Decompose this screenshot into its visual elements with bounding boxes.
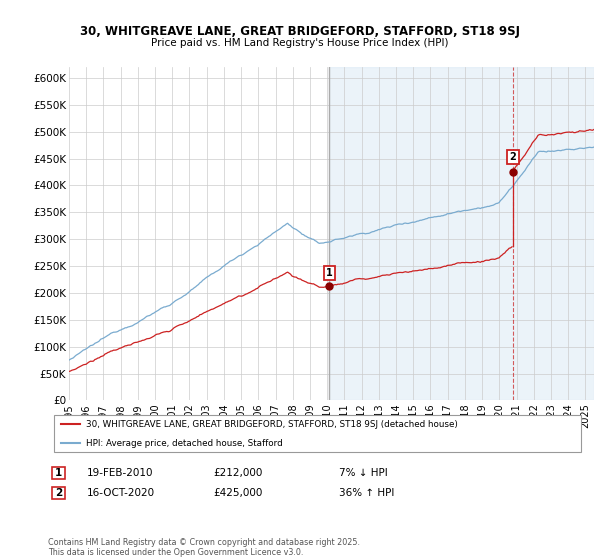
Text: Price paid vs. HM Land Registry's House Price Index (HPI): Price paid vs. HM Land Registry's House … bbox=[151, 38, 449, 48]
Text: £212,000: £212,000 bbox=[213, 468, 262, 478]
Text: 1: 1 bbox=[326, 268, 333, 278]
Text: Contains HM Land Registry data © Crown copyright and database right 2025.
This d: Contains HM Land Registry data © Crown c… bbox=[48, 538, 360, 557]
FancyBboxPatch shape bbox=[52, 487, 65, 499]
Text: HPI: Average price, detached house, Stafford: HPI: Average price, detached house, Staf… bbox=[86, 439, 283, 448]
Text: £425,000: £425,000 bbox=[213, 488, 262, 498]
Polygon shape bbox=[329, 67, 594, 400]
Text: 16-OCT-2020: 16-OCT-2020 bbox=[87, 488, 155, 498]
Text: 2: 2 bbox=[509, 152, 517, 162]
Text: 19-FEB-2010: 19-FEB-2010 bbox=[87, 468, 154, 478]
Text: 1: 1 bbox=[55, 468, 62, 478]
Text: 7% ↓ HPI: 7% ↓ HPI bbox=[339, 468, 388, 478]
FancyBboxPatch shape bbox=[52, 466, 65, 479]
Text: 2: 2 bbox=[55, 488, 62, 498]
FancyBboxPatch shape bbox=[53, 415, 581, 451]
Text: 36% ↑ HPI: 36% ↑ HPI bbox=[339, 488, 394, 498]
Text: 30, WHITGREAVE LANE, GREAT BRIDGEFORD, STAFFORD, ST18 9SJ (detached house): 30, WHITGREAVE LANE, GREAT BRIDGEFORD, S… bbox=[86, 419, 458, 428]
Text: 30, WHITGREAVE LANE, GREAT BRIDGEFORD, STAFFORD, ST18 9SJ: 30, WHITGREAVE LANE, GREAT BRIDGEFORD, S… bbox=[80, 25, 520, 38]
